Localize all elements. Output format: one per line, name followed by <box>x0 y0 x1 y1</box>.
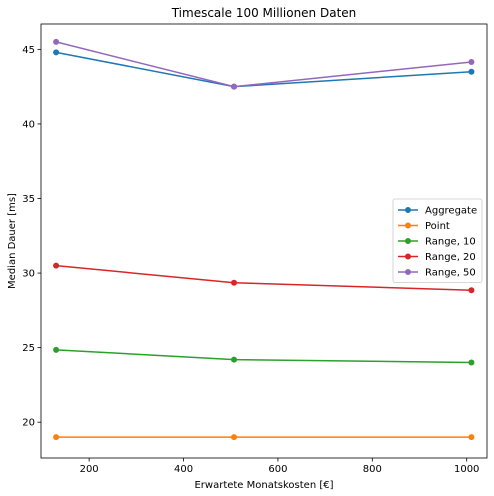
series-point <box>53 434 475 441</box>
legend: Aggregate Point Range, 10 Range, 20 Range, 5… <box>392 198 483 283</box>
legend-label: Range, 20 <box>425 252 476 263</box>
x-tick-label: 200 <box>80 464 99 475</box>
y-tick-label: 35 <box>22 194 35 205</box>
data-point <box>53 434 60 441</box>
series-range-10 <box>53 346 475 366</box>
data-point <box>53 262 60 269</box>
legend-item: Range, 10 <box>398 237 476 248</box>
legend-swatch-marker <box>405 238 411 244</box>
legend-label: Point <box>425 221 450 232</box>
legend-item: Aggregate <box>398 206 477 217</box>
legend-label: Range, 10 <box>425 237 476 248</box>
x-tick-label: 400 <box>174 464 193 475</box>
data-point <box>468 359 475 366</box>
legend-swatch-marker <box>405 253 411 260</box>
data-point <box>53 49 60 56</box>
data-point <box>468 287 475 294</box>
data-point <box>53 346 60 353</box>
y-tick-label: 25 <box>22 343 35 354</box>
x-tick-label: 600 <box>268 464 287 475</box>
plot-frame <box>40 23 488 459</box>
x-tick-label: 1000 <box>454 464 479 475</box>
legend-label: Aggregate <box>425 206 477 217</box>
data-point <box>468 68 475 75</box>
y-axis-label: Median Dauer [ms] <box>7 193 18 289</box>
series-range-20 <box>53 262 475 294</box>
legend-item: Point <box>398 221 450 232</box>
data-point <box>468 434 475 441</box>
series-range-50 <box>53 38 475 90</box>
legend-item: Range, 50 <box>398 268 476 279</box>
legend-box <box>392 198 483 283</box>
y-tick-label: 45 <box>22 45 35 56</box>
legend-swatch-marker <box>405 207 411 213</box>
data-point <box>231 434 238 441</box>
data-point <box>231 83 238 90</box>
x-axis-label: Erwartete Monatskosten [€] <box>194 480 333 491</box>
y-tick-label: 40 <box>22 119 35 130</box>
data-point <box>231 279 238 286</box>
legend-swatch-marker <box>405 222 411 229</box>
legend-item: Range, 20 <box>398 252 476 263</box>
legend-label: Range, 50 <box>425 268 476 279</box>
data-point <box>231 356 238 363</box>
data-point <box>53 38 60 45</box>
x-tick-label: 800 <box>363 464 382 475</box>
legend-swatch-marker <box>405 269 411 275</box>
y-tick-label: 30 <box>22 269 35 280</box>
chart-title: Timescale 100 Millionen Daten <box>171 6 357 20</box>
data-point <box>468 59 475 66</box>
y-tick-label: 20 <box>22 418 35 429</box>
